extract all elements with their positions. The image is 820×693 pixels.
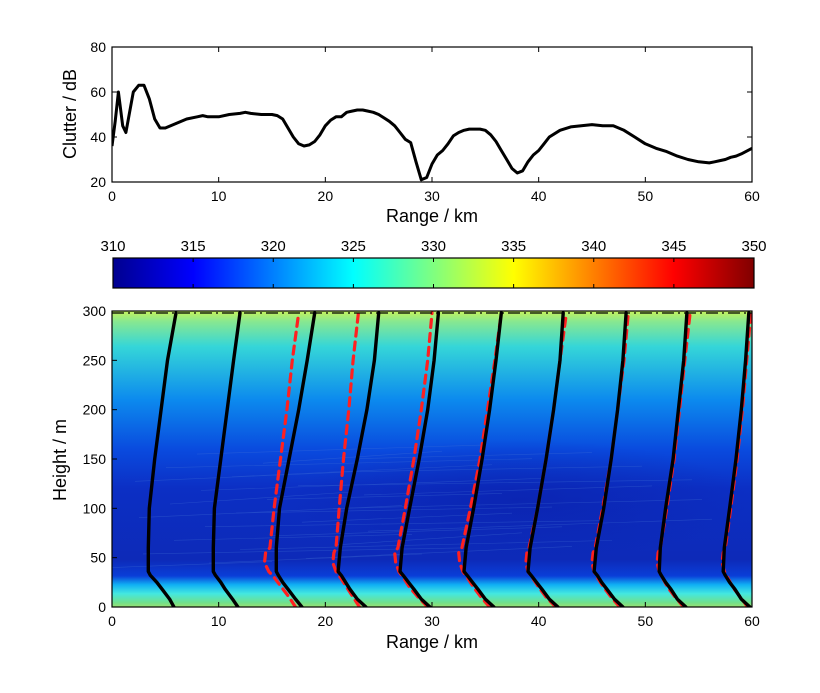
heatmap-panel: 0 10 20 30 40 50 60 0 50 100 150 200 250 300 Range / … bbox=[50, 303, 760, 652]
dashed-profile-line bbox=[655, 311, 692, 607]
dashed-profile-line bbox=[331, 311, 362, 607]
colorbar-gradient bbox=[112, 257, 755, 289]
colorbar-tick-label: 330 bbox=[421, 238, 446, 255]
colorbar-tick-label: 320 bbox=[261, 238, 286, 255]
texture-line bbox=[138, 505, 403, 518]
heatmap-y-tick-label: 50 bbox=[90, 550, 106, 566]
heatmap-y-tick-label: 200 bbox=[83, 402, 107, 418]
dashed-profile-line bbox=[590, 311, 630, 607]
solid-profile-line bbox=[398, 311, 441, 607]
texture-line bbox=[231, 464, 493, 478]
clutter-y-tick-label: 40 bbox=[90, 129, 106, 145]
clutter-axes-frame bbox=[111, 46, 753, 183]
texture-line bbox=[336, 532, 523, 546]
clutter-y-tick-label: 60 bbox=[90, 84, 106, 100]
texture-line bbox=[328, 465, 643, 473]
heatmap-y-tick-label: 250 bbox=[83, 352, 107, 368]
texture-line bbox=[332, 499, 703, 509]
dashed-profile-line bbox=[393, 311, 434, 607]
heatmap-x-tick-label: 40 bbox=[531, 613, 547, 629]
heatmap-x-tick-label: 30 bbox=[424, 613, 440, 629]
solid-profile-line bbox=[336, 311, 381, 607]
texture-line bbox=[165, 458, 533, 468]
texture-line bbox=[208, 553, 423, 564]
colorbar-ticks: 310 315 320 325 330 335 340 345 350 bbox=[100, 238, 767, 288]
profile-lines bbox=[146, 311, 752, 607]
colorbar: 310 315 320 325 330 335 340 345 350 bbox=[100, 238, 767, 289]
texture-line bbox=[239, 540, 613, 550]
texture-line bbox=[359, 452, 593, 459]
colorbar-tick-label: 315 bbox=[181, 238, 206, 255]
texture-line bbox=[297, 479, 693, 487]
texture-line bbox=[196, 444, 483, 455]
heatmap-x-tick-label: 60 bbox=[744, 613, 760, 629]
clutter-x-tick-label: 10 bbox=[211, 188, 227, 204]
colorbar-tick-label: 310 bbox=[100, 238, 125, 255]
heatmap-y-tick-label: 300 bbox=[83, 303, 107, 319]
solid-profile-line bbox=[211, 311, 242, 607]
texture-line bbox=[305, 546, 573, 559]
solid-profile-line bbox=[592, 311, 628, 607]
texture-line bbox=[270, 526, 563, 537]
clutter-x-tick-label: 60 bbox=[744, 188, 760, 204]
texture-line bbox=[367, 518, 713, 532]
heatmap-x-tick-label: 50 bbox=[638, 613, 654, 629]
heatmap-y-tick-label: 150 bbox=[83, 451, 107, 467]
clutter-y-axis-label: Clutter / dB bbox=[60, 69, 80, 159]
colorbar-tick-label: 335 bbox=[501, 238, 526, 255]
clutter-series-line bbox=[112, 83, 752, 182]
clutter-x-tick-label: 30 bbox=[424, 188, 440, 204]
clutter-y-tick-label: 80 bbox=[90, 39, 106, 55]
texture-line bbox=[112, 561, 273, 568]
heatmap-axis-ticks: 0 10 20 30 40 50 60 0 50 100 150 200 250 300 bbox=[83, 303, 760, 629]
heatmap-x-tick-label: 20 bbox=[318, 613, 334, 629]
heatmap-y-tick-label: 100 bbox=[83, 500, 107, 516]
texture-line bbox=[134, 471, 343, 482]
clutter-axis-ticks: 0 10 20 30 40 50 60 20 40 60 80 bbox=[90, 39, 760, 204]
dashed-profile-line bbox=[262, 311, 301, 607]
texture-line bbox=[235, 506, 553, 514]
solid-profile-line bbox=[657, 311, 689, 607]
texture-line bbox=[169, 491, 353, 505]
heatmap-y-axis-label: Height / m bbox=[50, 419, 70, 501]
solid-profile-line bbox=[721, 311, 752, 607]
solid-profile-line bbox=[274, 311, 317, 607]
clutter-x-tick-label: 50 bbox=[638, 188, 654, 204]
clutter-panel: 0 10 20 30 40 50 60 20 40 60 80 Range / km Clutter… bbox=[60, 39, 760, 226]
texture-line bbox=[262, 450, 443, 464]
solid-profile-line bbox=[462, 311, 503, 607]
heatmap-x-tick-label: 10 bbox=[211, 613, 227, 629]
heatmap-x-axis-label: Range / km bbox=[386, 632, 478, 652]
clutter-x-axis-label: Range / km bbox=[386, 206, 478, 226]
clutter-x-tick-label: 20 bbox=[318, 188, 334, 204]
clutter-y-tick-label: 20 bbox=[90, 174, 106, 190]
clutter-x-tick-label: 40 bbox=[531, 188, 547, 204]
colorbar-tick-label: 345 bbox=[661, 238, 686, 255]
solid-profile-line bbox=[146, 311, 178, 607]
texture-line bbox=[266, 493, 503, 500]
texture-line bbox=[200, 478, 543, 491]
texture-line bbox=[142, 547, 463, 555]
colorbar-tick-label: 325 bbox=[341, 238, 366, 255]
heatmap-y-tick-label: 0 bbox=[98, 599, 106, 615]
colorbar-tick-label: 350 bbox=[741, 238, 766, 255]
clutter-x-tick-label: 0 bbox=[108, 188, 116, 204]
solid-profile-line bbox=[526, 311, 565, 607]
colorbar-tick-label: 340 bbox=[581, 238, 606, 255]
dashed-profile-line bbox=[457, 311, 503, 607]
heatmap-x-tick-label: 0 bbox=[108, 613, 116, 629]
